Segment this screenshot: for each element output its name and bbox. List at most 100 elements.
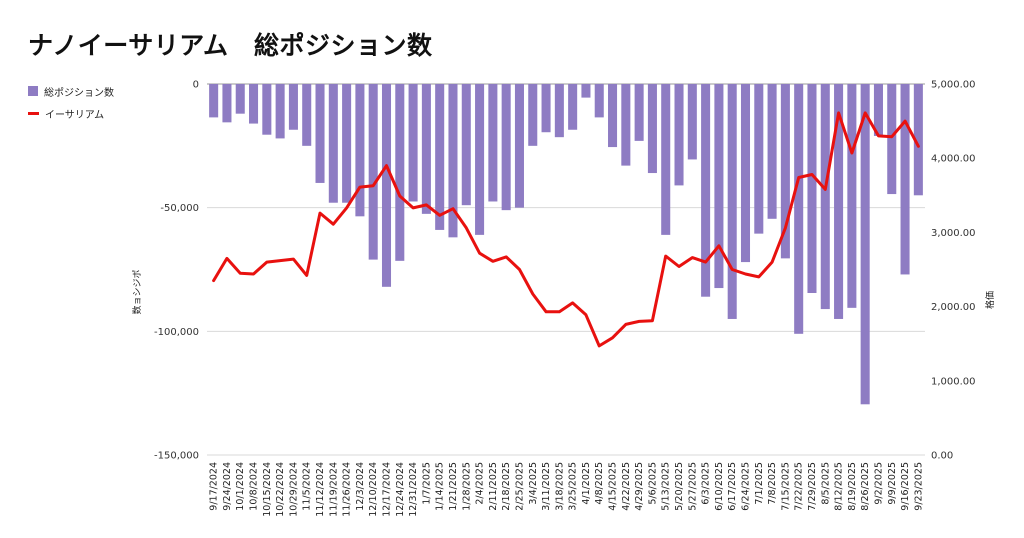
legend-label-ethereum: イーサリアム [45,109,105,121]
bar [794,84,804,334]
x-tick-label: 4/22/2025 [621,462,632,511]
bar [355,84,365,217]
x-tick-label: 9/23/2025 [913,462,924,511]
left-tick-label: 0 [193,80,199,91]
x-tick-label: 5/27/2025 [687,462,698,511]
legend-item-ethereum: イーサリアム [28,102,114,124]
bar [661,84,671,235]
bar [767,84,777,219]
bar [249,84,259,124]
x-tick-label: 8/19/2025 [847,462,858,511]
x-tick-label: 5/13/2025 [661,462,672,511]
x-tick-label: 10/22/2024 [275,462,286,517]
x-tick-label: 2/11/2025 [488,462,499,511]
x-tick-label: 9/16/2025 [900,462,911,511]
bar [714,84,724,289]
bar [687,84,697,160]
gridlines [207,83,925,456]
bar [900,84,910,275]
right-axis-title: 格価 [984,291,996,309]
x-tick-label: 2/25/2025 [514,462,525,511]
x-tick-label: 6/10/2025 [714,462,725,511]
bar [554,84,564,138]
x-tick-label: 7/8/2025 [767,462,778,505]
x-tick-label: 6/17/2025 [727,462,738,511]
x-tick-label: 2/18/2025 [501,462,512,511]
chart-title: ナノイーサリアム 総ポジション数 [28,31,433,60]
bar [581,84,591,98]
bar [408,84,418,202]
x-tick-label: 9/24/2024 [222,462,233,511]
bar [608,84,618,148]
x-tick-label: 11/12/2024 [315,462,326,517]
bar [461,84,471,206]
x-axis-ticks: 9/17/2024 9/24/2024 10/1/2024 10/8/2024 10/1… [209,462,925,517]
bar [501,84,511,211]
legend-swatch-line [28,111,39,115]
x-tick-label: 9/2/2025 [873,462,884,505]
bar [475,84,485,235]
x-tick-label: 4/8/2025 [594,462,605,505]
x-tick-label: 12/31/2024 [408,462,419,517]
bar [541,84,551,133]
x-tick-label: 10/29/2024 [288,462,299,517]
legend-item-positions: 総ポジション数 [28,80,114,102]
bar [448,84,458,238]
bar [621,84,631,166]
left-axis-title: 数ョシジポ [131,269,143,314]
bar [807,84,817,293]
x-tick-label: 4/15/2025 [608,462,619,511]
x-tick-label: 7/22/2025 [794,462,805,511]
bar [368,84,378,260]
x-tick-label: 7/15/2025 [780,462,791,511]
x-tick-label: 2/4/2025 [475,462,486,505]
x-tick-label: 12/10/2024 [368,462,379,517]
legend-swatch-bar [28,86,38,96]
x-tick-label: 5/20/2025 [674,462,685,511]
x-tick-label: 1/21/2025 [448,462,459,511]
bar [594,84,604,118]
right-tick-label: 5,000.00 [931,80,976,91]
x-tick-label: 10/8/2024 [249,462,260,511]
legend: 総ポジション数 イーサリアム [28,80,114,124]
bar [395,84,405,261]
bar [780,84,790,259]
x-tick-label: 1/28/2025 [461,462,472,511]
left-tick-label: -150,000 [154,451,199,462]
bar [820,84,830,310]
bar [435,84,445,230]
bar [302,84,312,146]
x-tick-label: 5/6/2025 [647,462,658,505]
bar [222,84,232,123]
x-tick-label: 1/7/2025 [421,462,432,505]
bar [847,84,857,308]
x-tick-label: 12/17/2024 [382,462,393,517]
bar [740,84,751,263]
bar [568,84,578,130]
x-tick-label: 8/12/2025 [834,462,845,511]
bar [834,84,844,319]
x-tick-label: 11/26/2024 [342,462,353,517]
bar [275,84,285,139]
x-tick-label: 9/9/2025 [887,462,898,505]
bar [701,84,711,297]
bar [873,84,883,136]
x-tick-label: 8/26/2025 [860,462,871,511]
x-tick-label: 8/5/2025 [820,462,831,505]
x-tick-label: 4/29/2025 [634,462,645,511]
x-tick-label: 12/24/2024 [395,462,406,517]
bar [342,84,352,203]
bar [328,84,338,203]
x-tick-label: 4/1/2025 [581,462,592,505]
bar [860,84,870,405]
bar [262,84,272,135]
left-tick-label: -50,000 [160,203,199,214]
right-tick-label: 0.00 [931,451,953,462]
x-tick-label: 3/11/2025 [541,462,552,511]
x-tick-label: 11/5/2024 [302,462,313,511]
x-tick-label: 3/25/2025 [568,462,579,511]
left-axis-ticks: 0 -50,000 -100,000 -150,000 [154,80,199,462]
x-tick-label: 12/3/2024 [355,462,366,511]
x-tick-label: 11/19/2024 [328,462,339,517]
